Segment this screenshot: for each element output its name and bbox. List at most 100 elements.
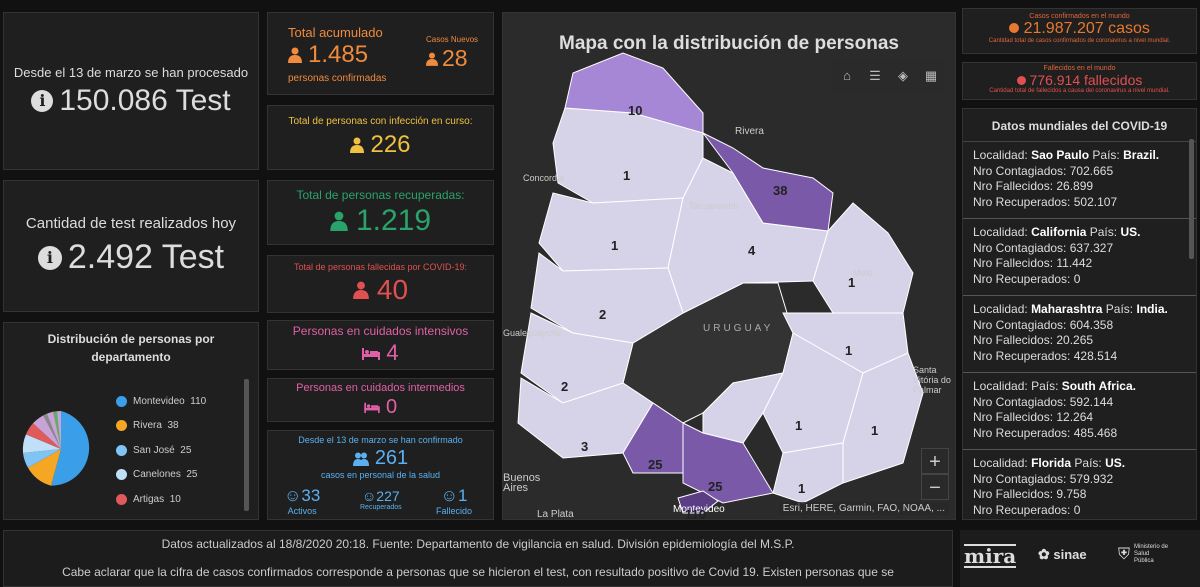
world-cases-sub: Cantidad total de casos confirmados de c… xyxy=(988,38,1171,44)
world-list-item[interactable]: Localidad: País: South Africa. Nro Contag… xyxy=(963,373,1196,450)
deceased-panel: Total de personas fallecidas por COVID-1… xyxy=(267,255,494,313)
legend-label: Artigas xyxy=(133,493,165,505)
health-active-value: 33 xyxy=(301,486,321,505)
circle-icon xyxy=(1016,76,1026,85)
contagiados-value: 637.327 xyxy=(1069,240,1114,255)
pais-label: País: xyxy=(1031,379,1059,393)
map-attribution[interactable]: Esri, HERE, Garmin, FAO, NOAA, ... xyxy=(778,502,949,515)
map-city-label: Santa Vitória do Palmar xyxy=(913,365,951,395)
map-value-label: 25 xyxy=(708,479,723,494)
loc-name: California xyxy=(1031,225,1087,239)
recovered-value: 1.219 xyxy=(355,203,432,237)
tests-today-value-row: i 2.492 Test xyxy=(37,238,225,277)
recuperados-label: Nro Recuperados: xyxy=(973,271,1071,286)
shield-icon: ⛨ xyxy=(1118,545,1131,563)
map-value-label: 3 xyxy=(581,439,589,454)
legend-dot xyxy=(116,395,127,407)
contagiados-value: 579.932 xyxy=(1069,471,1114,486)
zoom-out-button[interactable]: − xyxy=(921,474,949,500)
recuperados-label: Nro Recuperados: xyxy=(973,194,1071,209)
map-value-label: 1 xyxy=(848,275,856,290)
legend-item[interactable]: San José 25 xyxy=(116,438,206,463)
world-deaths-label: Fallecidos en el mundo xyxy=(1043,65,1116,72)
pie-slice-montevideo xyxy=(51,411,90,486)
map-value-label: 38 xyxy=(773,183,788,198)
zoom-in-button[interactable]: + xyxy=(921,448,949,474)
fallecidos-label: Nro Fallecidos: xyxy=(973,256,1054,270)
map-city-label: Melo xyxy=(853,268,873,278)
contagiados-value: 592.144 xyxy=(1069,394,1114,409)
layers-icon[interactable]: ◈ xyxy=(898,68,908,83)
map-panel[interactable]: Mapa con la distribución de personas ⤢ ⌂… xyxy=(502,12,956,520)
legend-item[interactable]: Rivera 38 xyxy=(116,414,206,439)
map-value-label: 2 xyxy=(599,307,607,322)
recuperados-value: 0 xyxy=(1073,271,1081,286)
world-list-item[interactable]: Localidad: California País: US. Nro Conta… xyxy=(963,219,1196,296)
uruguay-map[interactable] xyxy=(503,13,956,520)
health-value-row: 261 xyxy=(268,447,493,470)
legend-scrollbar[interactable] xyxy=(244,379,249,511)
world-cases-value: 21.987.207 casos xyxy=(1023,20,1150,37)
legend-value: 25 xyxy=(186,469,198,481)
pais-label: País: xyxy=(1092,148,1120,162)
world-list-item[interactable]: Localidad: Florida País: US. Nro Contagia… xyxy=(963,450,1196,519)
distribution-title: Distribución de personas por departament… xyxy=(47,332,215,364)
map-toolbar: ⌂ ☰ ◈ ▦ xyxy=(833,61,945,91)
intensive-panel: Personas en cuidados intensivos 4 xyxy=(267,320,494,370)
map-value-label: 1 xyxy=(798,481,806,496)
list-icon[interactable]: ☰ xyxy=(869,68,881,83)
loc-label: Localidad: xyxy=(973,379,1028,393)
distribution-pie-chart[interactable] xyxy=(20,408,102,490)
tests-today-value: 2.492 Test xyxy=(67,238,225,276)
msp-text: Ministerio de Salud Pública xyxy=(1134,544,1169,564)
fallecidos-value: 12.264 xyxy=(1056,410,1094,424)
recuperados-value: 428.514 xyxy=(1073,348,1118,363)
map-city-label: La Plata xyxy=(537,509,574,520)
intensive-value-row: 4 xyxy=(362,340,399,366)
pie-slice-others xyxy=(33,411,61,449)
recuperados-value: 0 xyxy=(1073,502,1081,517)
legend-item[interactable]: Artigas 10 xyxy=(116,487,206,512)
world-deaths-sub: Cantidad total de fallecidos a causa del… xyxy=(989,88,1170,94)
legend-item[interactable]: Canelones 25 xyxy=(116,463,206,488)
tests-total-label: Desde el 13 de marzo se han procesado xyxy=(13,64,249,80)
circle-icon xyxy=(1009,23,1020,33)
home-icon[interactable]: ⌂ xyxy=(843,68,851,83)
dept-rivera xyxy=(702,132,834,232)
contagiados-value: 604.358 xyxy=(1069,317,1114,332)
recuperados-label: Nro Recuperados: xyxy=(973,425,1071,440)
contagiados-label: Nro Contagiados: xyxy=(973,163,1067,178)
total-label: Total acumulado xyxy=(288,25,383,40)
sinae-text: sinae xyxy=(1053,547,1087,562)
country-name: US. xyxy=(1105,456,1126,470)
tests-total-value-row: i 150.086 Test xyxy=(31,83,231,118)
tests-today-label: Cantidad de test realizados hoy xyxy=(25,215,237,232)
total-panel: Total acumulado 1.485 personas confirmad… xyxy=(267,12,494,95)
fallecidos-label: Nro Fallecidos: xyxy=(973,333,1054,347)
world-list-item[interactable]: Localidad: Maharashtra País: India. Nro C… xyxy=(963,296,1196,373)
world-list-scrollbar[interactable] xyxy=(1189,139,1194,259)
health-recovered-value: 227 xyxy=(376,488,400,504)
contagiados-label: Nro Contagiados: xyxy=(973,240,1067,255)
contagiados-label: Nro Contagiados: xyxy=(973,394,1067,409)
pais-label: País: xyxy=(1105,302,1134,316)
legend-label: San José xyxy=(133,444,175,456)
logos: mira ✿ sinae ⛨ Ministerio de Salud Públi… xyxy=(960,530,1200,587)
tests-today-panel: Cantidad de test realizados hoy i 2.492 … xyxy=(3,180,259,312)
loc-label: Localidad: xyxy=(973,148,1028,162)
map-value-label: 1 xyxy=(845,343,853,358)
intermediate-value: 0 xyxy=(385,395,398,418)
world-list-item[interactable]: Localidad: Sao Paulo País: Brazil. Nro Co… xyxy=(963,142,1196,219)
qr-icon[interactable]: ▦ xyxy=(924,68,938,83)
world-deaths-value: 776.914 fallecidos xyxy=(1029,72,1143,88)
legend-item[interactable]: Montevideo 110 xyxy=(116,389,206,414)
map-city-label: Montevideo xyxy=(673,504,725,515)
health-deceased-label: Fallecido xyxy=(436,506,473,516)
tests-total-value: 150.086 Test xyxy=(59,83,231,117)
intensive-label: Personas en cuidados intensivos xyxy=(292,324,469,338)
map-value-label: 110 xyxy=(685,507,706,520)
bed-icon xyxy=(362,348,381,360)
person-icon xyxy=(288,47,302,63)
recuperados-label: Nro Recuperados: xyxy=(973,348,1071,363)
world-list-panel[interactable]: Datos mundiales del COVID-19 Localidad: … xyxy=(962,108,1197,520)
